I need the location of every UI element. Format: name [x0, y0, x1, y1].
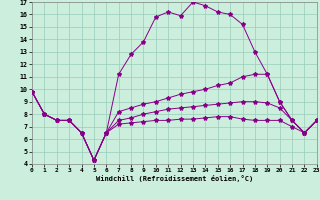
X-axis label: Windchill (Refroidissement éolien,°C): Windchill (Refroidissement éolien,°C) [96, 175, 253, 182]
